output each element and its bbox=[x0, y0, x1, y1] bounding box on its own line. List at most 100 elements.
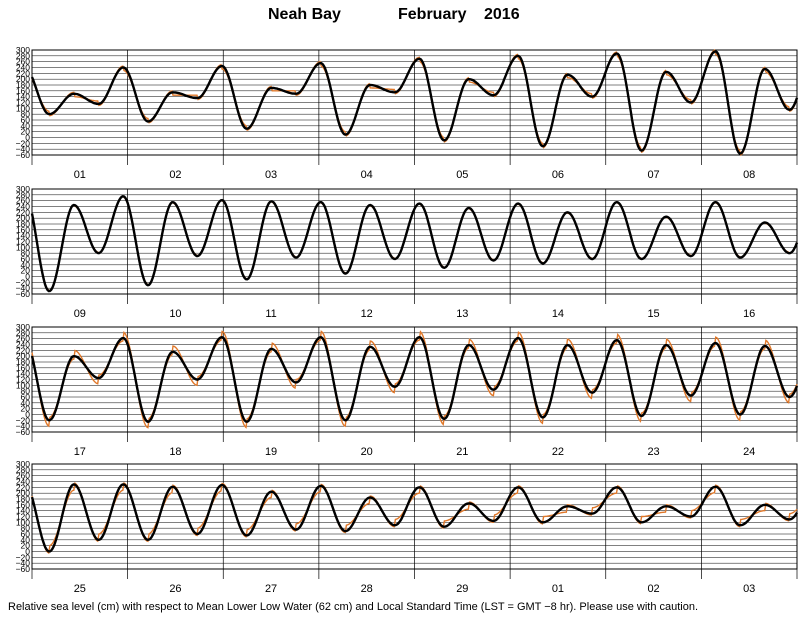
y-tick-label: −60 bbox=[16, 427, 31, 437]
y-tick-label: 100 bbox=[16, 242, 30, 252]
x-tick-label: 19 bbox=[265, 446, 277, 458]
y-tick-label: 220 bbox=[16, 68, 30, 78]
y-tick-label: 80 bbox=[21, 109, 31, 119]
y-tick-label: 220 bbox=[16, 482, 30, 492]
observed-series-line bbox=[30, 50, 799, 155]
x-tick-label: 04 bbox=[361, 169, 373, 181]
y-tick-label: 0 bbox=[25, 410, 30, 420]
y-tick-label: −60 bbox=[16, 564, 31, 574]
x-tick-label: 08 bbox=[743, 169, 755, 181]
y-tick-label: 240 bbox=[16, 202, 30, 212]
y-tick-label: 180 bbox=[16, 219, 30, 229]
y-tick-label: 160 bbox=[16, 225, 30, 235]
observed-series-line bbox=[30, 335, 799, 424]
x-tick-label: 25 bbox=[74, 583, 86, 595]
y-tick-label: −20 bbox=[16, 552, 31, 562]
y-tick-label: 260 bbox=[16, 196, 30, 206]
y-tick-label: −60 bbox=[16, 150, 31, 160]
y-tick-label: 180 bbox=[16, 357, 30, 367]
y-tick-label: 140 bbox=[16, 231, 30, 241]
y-tick-label: 160 bbox=[16, 500, 30, 510]
y-tick-label: 140 bbox=[16, 369, 30, 379]
x-tick-label: 24 bbox=[743, 446, 755, 458]
title-station: Neah Bay bbox=[268, 6, 341, 23]
x-tick-label: 10 bbox=[169, 308, 181, 320]
y-tick-label: 60 bbox=[21, 529, 31, 539]
y-tick-label: 0 bbox=[25, 133, 30, 143]
tide-chart: 3002802602402202001801601401201008060402… bbox=[16, 45, 799, 595]
y-tick-label: 20 bbox=[21, 404, 31, 414]
x-tick-label: 11 bbox=[265, 308, 276, 320]
y-tick-label: −20 bbox=[16, 277, 31, 287]
y-tick-label: 280 bbox=[16, 465, 30, 475]
y-tick-label: 260 bbox=[16, 334, 30, 344]
y-tick-label: 120 bbox=[16, 375, 30, 385]
y-tick-label: 0 bbox=[25, 272, 30, 282]
y-tick-label: 140 bbox=[16, 92, 30, 102]
y-tick-label: −40 bbox=[16, 283, 31, 293]
chart-caption: Relative sea level (cm) with respect to … bbox=[8, 601, 699, 613]
x-tick-label: 27 bbox=[265, 583, 277, 595]
y-tick-label: −40 bbox=[16, 144, 31, 154]
x-tick-label: 13 bbox=[456, 308, 468, 320]
x-tick-label: 22 bbox=[552, 446, 564, 458]
x-tick-label: 02 bbox=[647, 583, 659, 595]
x-tick-label: 21 bbox=[456, 446, 468, 458]
y-tick-label: 20 bbox=[21, 266, 31, 276]
y-tick-label: 60 bbox=[21, 254, 31, 264]
y-tick-label: −20 bbox=[16, 138, 31, 148]
chart-title: Neah Bay February 2016 bbox=[0, 6, 800, 28]
x-tick-label: 01 bbox=[552, 583, 564, 595]
x-tick-label: 07 bbox=[647, 169, 659, 181]
x-tick-label: 14 bbox=[552, 308, 564, 320]
y-tick-label: 200 bbox=[16, 351, 30, 361]
x-tick-label: 29 bbox=[456, 583, 468, 595]
y-tick-label: 180 bbox=[16, 494, 30, 504]
x-tick-label: 16 bbox=[743, 308, 755, 320]
y-tick-label: 20 bbox=[21, 127, 31, 137]
y-tick-label: 280 bbox=[16, 51, 30, 61]
x-tick-label: 15 bbox=[647, 308, 659, 320]
y-tick-label: 200 bbox=[16, 74, 30, 84]
panel-frame bbox=[31, 326, 798, 433]
x-tick-label: 18 bbox=[169, 446, 181, 458]
x-tick-label: 28 bbox=[361, 583, 373, 595]
x-tick-label: 06 bbox=[552, 169, 564, 181]
title-month: February bbox=[398, 6, 467, 23]
y-tick-label: 120 bbox=[16, 512, 30, 522]
y-tick-label: 200 bbox=[16, 488, 30, 498]
x-tick-label: 03 bbox=[265, 169, 277, 181]
y-tick-label: 80 bbox=[21, 523, 31, 533]
y-tick-label: 60 bbox=[21, 392, 31, 402]
y-tick-label: 120 bbox=[16, 98, 30, 108]
panel-frame bbox=[31, 188, 798, 295]
observed-series-line bbox=[30, 483, 799, 553]
title-year: 2016 bbox=[484, 6, 520, 23]
y-tick-label: 80 bbox=[21, 248, 31, 258]
y-tick-label: 280 bbox=[16, 190, 30, 200]
x-tick-label: 26 bbox=[169, 583, 181, 595]
y-tick-label: 300 bbox=[16, 459, 30, 469]
y-tick-label: 160 bbox=[16, 86, 30, 96]
y-tick-label: −40 bbox=[16, 558, 31, 568]
x-tick-label: 09 bbox=[74, 308, 86, 320]
y-tick-label: 100 bbox=[16, 103, 30, 113]
y-tick-label: −60 bbox=[16, 289, 31, 299]
x-tick-label: 01 bbox=[74, 169, 86, 181]
y-tick-label: 40 bbox=[21, 121, 31, 131]
y-tick-label: 300 bbox=[16, 184, 30, 194]
x-tick-label: 17 bbox=[74, 446, 86, 458]
y-tick-label: 240 bbox=[16, 477, 30, 487]
y-tick-label: 100 bbox=[16, 517, 30, 527]
panel-frame bbox=[31, 49, 798, 156]
y-tick-label: 160 bbox=[16, 363, 30, 373]
y-tick-label: 100 bbox=[16, 380, 30, 390]
x-tick-label: 20 bbox=[361, 446, 373, 458]
y-tick-label: −20 bbox=[16, 415, 31, 425]
x-tick-label: 12 bbox=[361, 308, 373, 320]
y-tick-label: 80 bbox=[21, 386, 31, 396]
x-tick-label: 23 bbox=[647, 446, 659, 458]
y-tick-label: −40 bbox=[16, 421, 31, 431]
y-tick-label: 20 bbox=[21, 541, 31, 551]
y-tick-label: 240 bbox=[16, 340, 30, 350]
